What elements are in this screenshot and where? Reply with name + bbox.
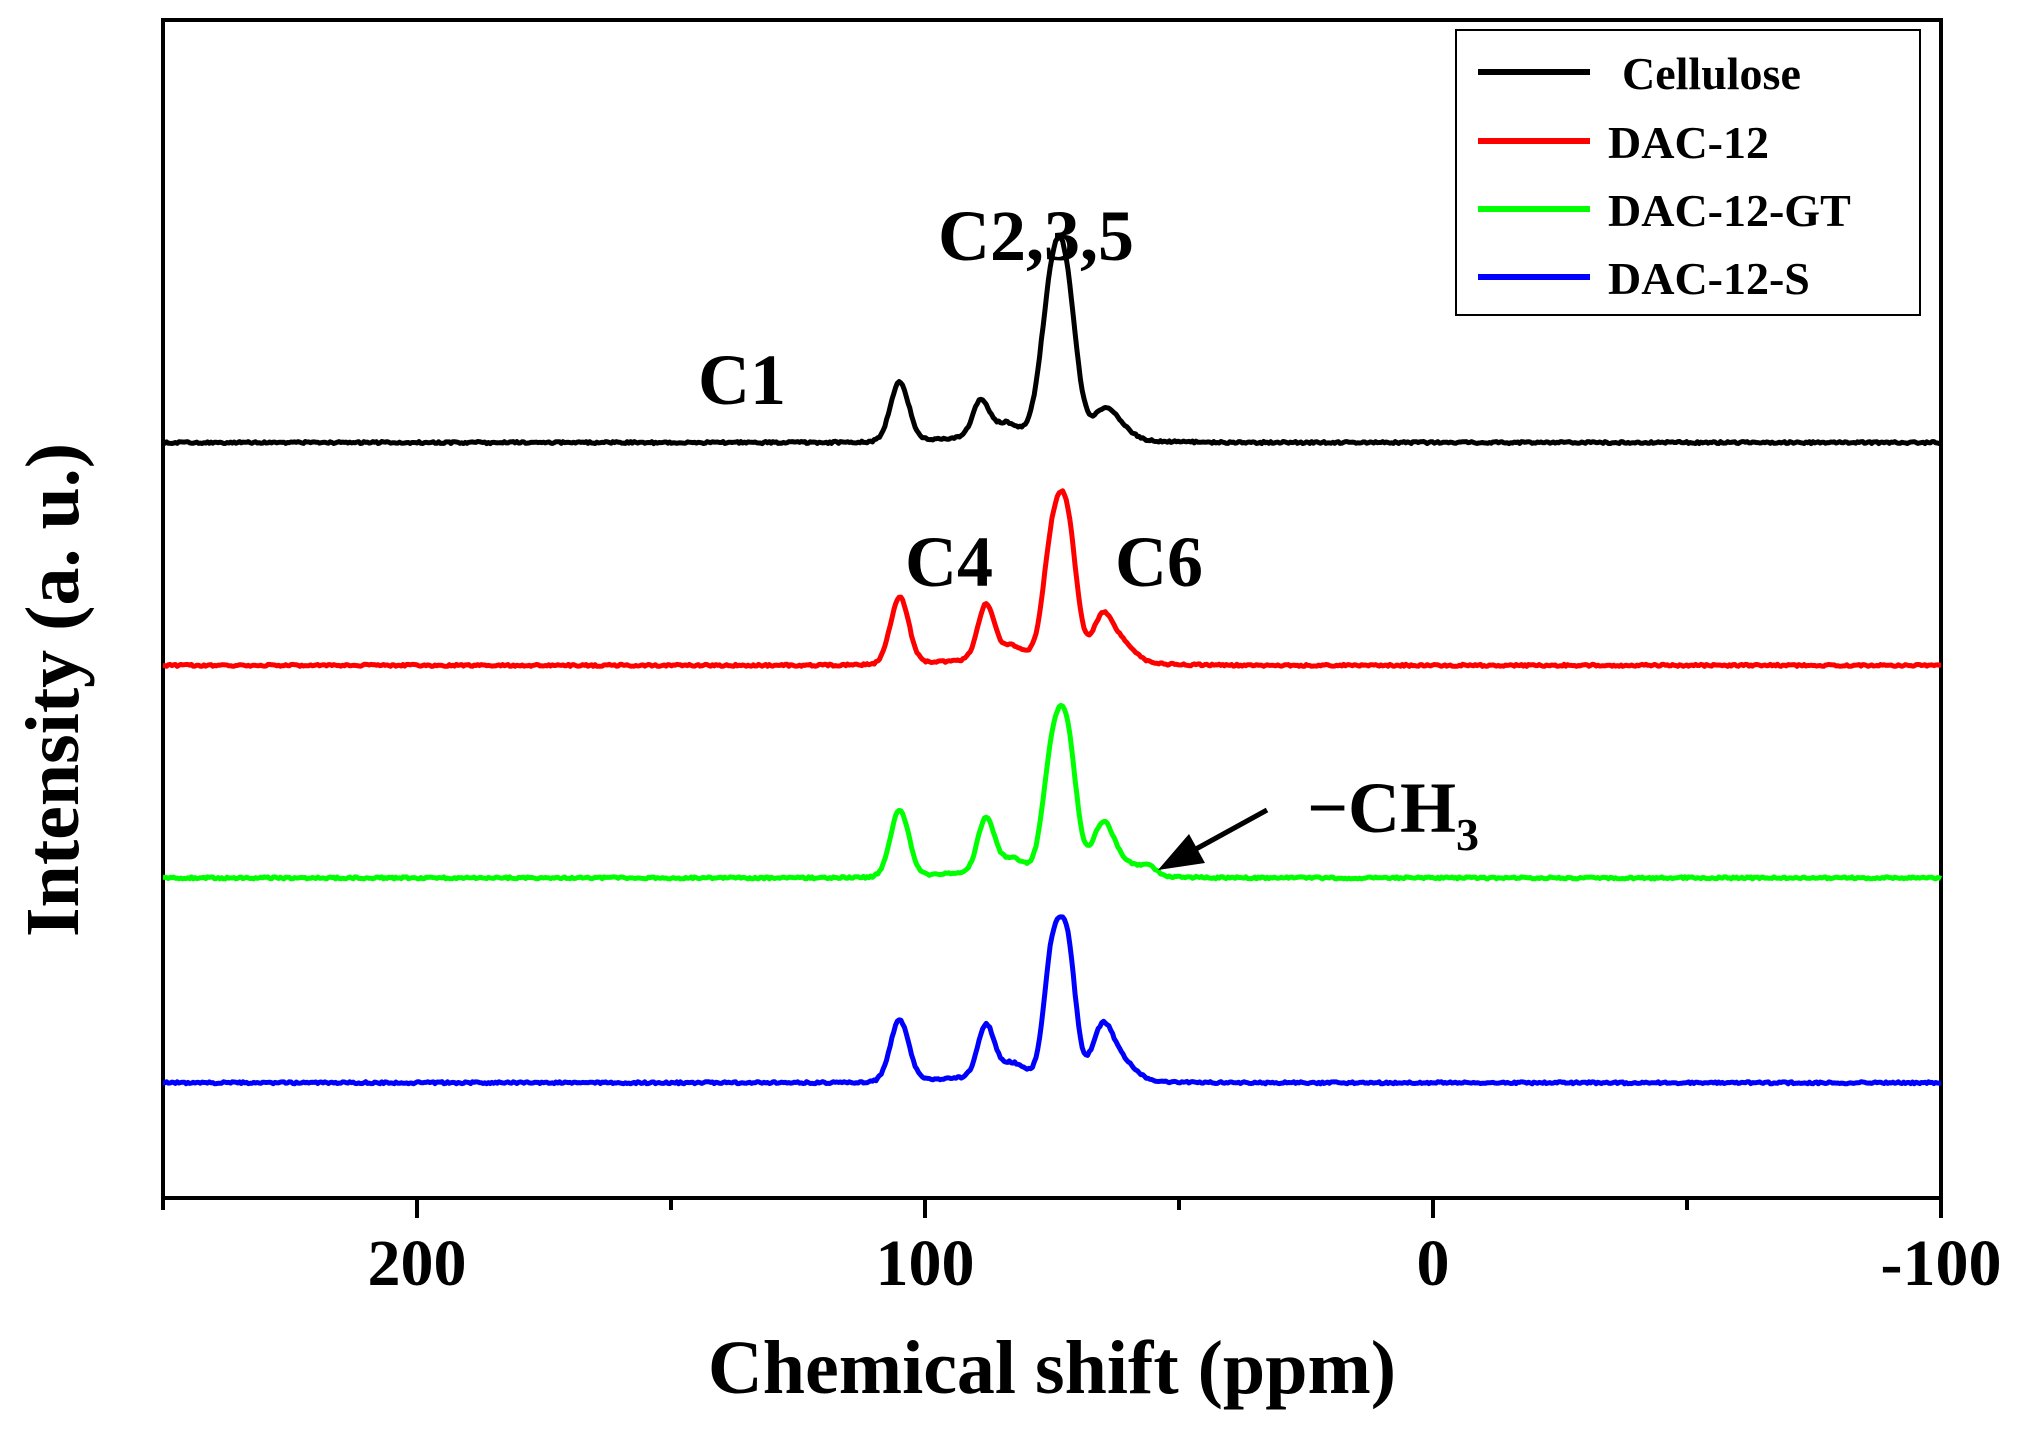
x-tick-label-0: 0	[1417, 1227, 1450, 1300]
series-line-dac-12-gt	[162, 702, 1943, 882]
annotation-c6: C6	[1115, 522, 1203, 602]
plot-frame	[161, 18, 1943, 1200]
x-axis-title: Chemical shift (ppm)	[708, 1326, 1396, 1410]
x-tick-label-200: 200	[368, 1227, 467, 1300]
legend-label-dac-12-gt: DAC-12-GT	[1608, 185, 1851, 236]
annotation-c1: C1	[698, 340, 786, 420]
legend-label-dac-12: DAC-12	[1608, 117, 1769, 168]
legend-box	[1455, 29, 1921, 316]
ch3-arrow-head	[1158, 834, 1205, 870]
annotation-ch3: −CH3	[1307, 768, 1479, 860]
x-tick-label-minus100: -100	[1881, 1227, 2002, 1300]
legend-label-dac-12-s: DAC-12-S	[1608, 253, 1810, 304]
series-line-dac-12	[162, 488, 1942, 669]
x-tick-label-100: 100	[876, 1227, 975, 1300]
series-line-cellulose	[162, 235, 1943, 447]
series-line-dac-12-s	[162, 914, 1942, 1087]
legend-label-cellulose: Cellulose	[1622, 48, 1801, 99]
x-axis-tick-labels: 200 100 0 -100	[368, 1227, 2002, 1300]
ch3-arrow	[1158, 807, 1269, 870]
ch3-arrow-shaft	[1194, 807, 1269, 852]
legend: Cellulose DAC-12 DAC-12-GT DAC-12-S	[1455, 29, 1921, 316]
annotation-c4: C4	[905, 522, 993, 602]
annotation-c235: C2,3,5	[938, 196, 1134, 276]
y-axis-title: Intensity (a. u.)	[11, 443, 95, 937]
spectra-series	[162, 235, 1943, 1087]
x-axis-ticks	[161, 1198, 1943, 1218]
